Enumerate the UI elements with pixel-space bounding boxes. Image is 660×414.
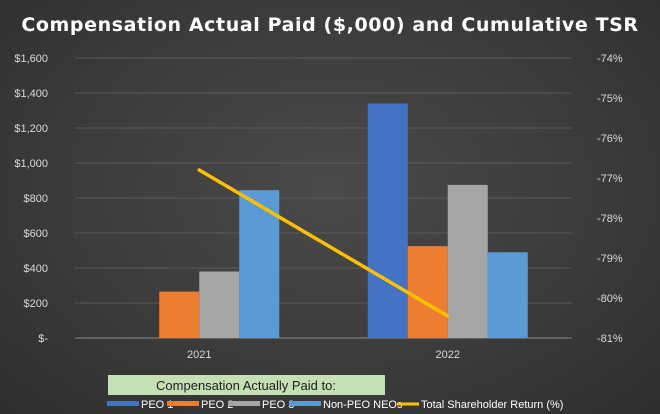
legend-swatch [107,401,139,406]
y-tick-label: $1,200 [14,123,48,135]
tsr-line-layer [197,168,450,318]
bar-peo2-2021 [159,291,200,338]
y2-tick-label: -80% [597,293,623,305]
y-tick-label: $600 [24,228,48,240]
y-tick-label: $400 [24,263,48,275]
bar-peo3-2021 [199,271,240,338]
y-tick-label: $1,400 [14,88,48,100]
legend-label: PEO 2 [201,399,233,411]
x-tick-label: 2022 [436,349,460,361]
legend-caption-box [108,375,385,395]
x-tick-label: 2021 [187,349,211,361]
bar-peo1-2022 [367,103,408,338]
y2-tick-label: -77% [597,173,623,185]
legend-swatch [228,401,260,406]
y-tick-label: $800 [24,193,48,205]
chart-title: Compensation Actual Paid ($,000) and Cum… [21,14,638,36]
legend-swatch [167,401,199,406]
y-tick-label: $1,600 [14,53,48,65]
y2-tick-label: -79% [597,253,623,265]
y-tick-label: $- [38,333,48,345]
legend-label: Total Shareholder Return (%) [421,399,563,411]
legend: Compensation Actually Paid to: PEO 1 PEO … [107,375,563,411]
y2-tick-label: -78% [597,213,623,225]
y-axis-right: -74% -75% -76% -77% -78% -79% -80% -81% [597,53,623,345]
y2-tick-label: -74% [597,53,623,65]
y-axis-left: $- $200 $400 $600 $800 $1,000 $1,200 $1,400 $1,6… [14,53,48,345]
legend-items: PEO 1 PEO 2 PEO 3 Non-PEO NEOs Total Shareho… [107,399,563,411]
bar-peo2-2022 [407,246,448,338]
legend-label: PEO 3 [262,399,294,411]
bars-layer [159,103,528,338]
y2-tick-label: -76% [597,133,623,145]
legend-label: Non-PEO NEOs [323,399,403,411]
x-axis: 2021 2022 [187,349,460,361]
y-tick-label: $200 [24,298,48,310]
bar-peo3-2022 [447,184,488,338]
grid-layer [75,57,572,339]
legend-swatch [289,401,321,406]
legend-caption: Compensation Actually Paid to: [156,378,336,393]
legend-label: PEO 1 [141,399,173,411]
y2-tick-label: -81% [597,333,623,345]
tsr-line [197,168,450,318]
bar-nonpeo-2022 [487,252,528,338]
y2-tick-label: -75% [597,93,623,105]
y-tick-label: $1,000 [14,158,48,170]
